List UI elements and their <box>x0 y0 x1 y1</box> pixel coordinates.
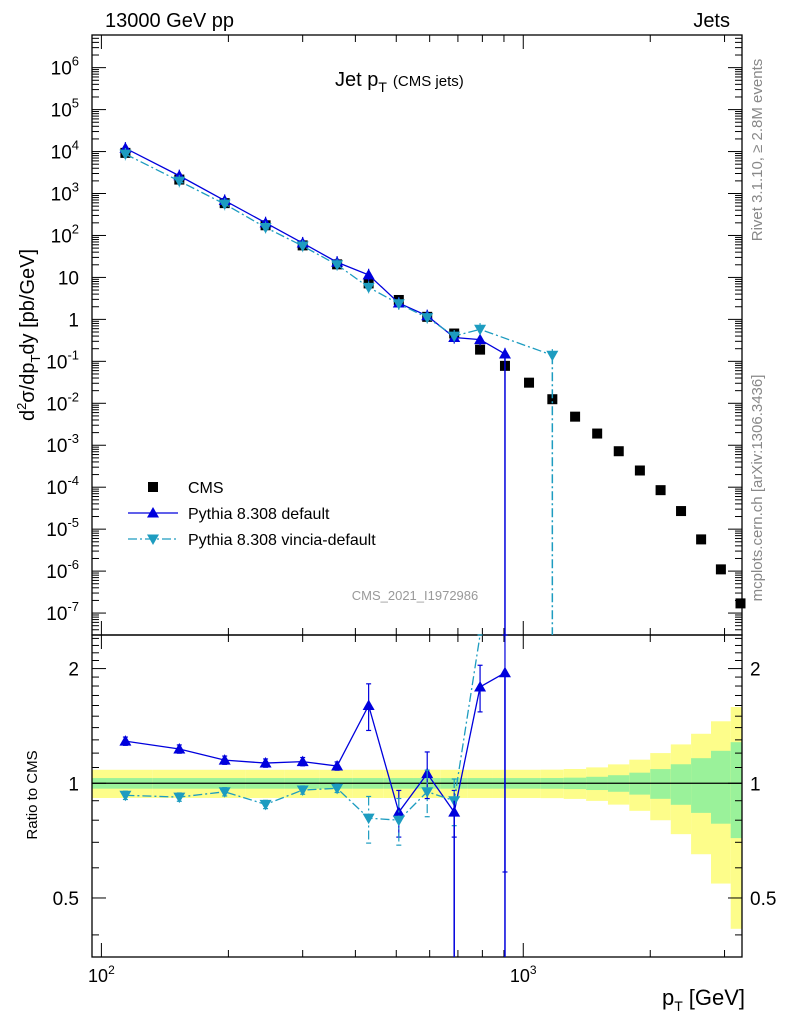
main-y-tick-label: 10 <box>58 268 79 289</box>
band-green <box>711 750 731 824</box>
ratio-default-point <box>331 760 344 771</box>
ratio-default-point <box>218 754 231 765</box>
ratio-y-tick-label: 1 <box>68 774 79 795</box>
cms-data-point <box>715 564 726 575</box>
pythia-vincia-point <box>392 299 405 310</box>
band-green <box>650 769 671 799</box>
x-tick-label: 102 <box>88 963 115 986</box>
pythia-vincia-point <box>421 313 434 324</box>
ratio-vincia-point <box>259 799 272 811</box>
main-y-tick-label: 10-7 <box>46 599 79 625</box>
pythia-vincia-point <box>173 176 186 188</box>
ratio-y-tick-label: 2 <box>750 660 761 681</box>
main-y-tick-label: 10-4 <box>46 473 79 499</box>
band-green <box>670 764 692 805</box>
cms-data-point <box>735 598 746 609</box>
main-y-tick-label: 104 <box>51 138 79 164</box>
band-green <box>691 758 712 813</box>
ratio-vincia-point <box>362 813 375 825</box>
pythia-vincia-point <box>296 241 309 253</box>
main-y-tick-label: 10-3 <box>46 431 79 457</box>
band-green <box>730 742 742 839</box>
ratio-vincia-point <box>296 785 309 797</box>
cms-data-point <box>475 344 486 355</box>
plot-title: Jet pT (CMS jets) <box>335 69 464 95</box>
ratio-plot-data <box>119 634 511 957</box>
pythia-default-point <box>474 333 487 345</box>
main-y-axis-label: d2σ/dpTdy [pb/GeV] <box>14 249 43 421</box>
ratio-default-point <box>173 743 186 754</box>
cms-data-point <box>634 465 645 476</box>
pythia-vincia-point <box>362 282 375 294</box>
pythia-default-point <box>498 347 511 359</box>
legend-marker <box>147 507 159 518</box>
legend-label: CMS <box>188 480 224 497</box>
ratio-uncertainty-bands <box>92 707 742 929</box>
ratio-axis-ticks: 102 103 0.5 0.5 1 1 2 2 <box>53 635 776 986</box>
main-y-tick-label: 106 <box>51 54 79 80</box>
cms-data-point <box>613 446 624 457</box>
ratio-vincia-point <box>392 815 405 827</box>
header-left-label: 13000 GeV pp <box>105 10 234 32</box>
cms-data-point <box>592 428 603 439</box>
main-y-tick-label: 10-6 <box>46 557 79 583</box>
legend-marker <box>147 534 159 545</box>
analysis-watermark: CMS_2021_I1972986 <box>352 588 479 603</box>
main-y-tick-label: 102 <box>51 221 79 247</box>
source-label: mcplots.cern.ch [arXiv:1306.3436] <box>749 375 766 602</box>
ratio-default-point <box>498 666 511 678</box>
ratio-vincia-point <box>218 787 231 798</box>
pythia-default-point <box>362 268 375 280</box>
legend-label: Pythia 8.308 vincia-default <box>188 532 376 549</box>
ratio-vincia-point <box>331 783 344 795</box>
x-tick-label: 103 <box>510 963 537 986</box>
cms-data-point <box>524 377 535 388</box>
pythia-vincia-line <box>125 153 553 356</box>
legend: CMS Pythia 8.308 default Pythia 8.308 vinc… <box>128 480 376 549</box>
ratio-default-point <box>119 735 132 746</box>
pythia-vincia-point <box>448 331 461 343</box>
ratio-default-point <box>474 680 487 692</box>
main-y-tick-label: 103 <box>51 180 79 206</box>
pythia-default-line <box>125 147 506 355</box>
ratio-default-line <box>125 672 506 814</box>
pythia-vincia-point <box>119 149 132 161</box>
main-y-tick-label: 10-2 <box>46 389 79 415</box>
main-y-tick-label: 1 <box>68 310 79 331</box>
cms-data-point <box>547 394 558 405</box>
cms-data-point <box>570 411 581 422</box>
cms-data-point <box>655 485 666 496</box>
pythia-vincia-point <box>331 260 344 271</box>
main-y-tick-label: 10-5 <box>46 515 79 541</box>
pythia-vincia-point <box>259 222 272 234</box>
main-axis-ticks: 10-7 10-6 10-5 10-4 10-3 10-2 10-1 1 10 102 103 104… <box>46 34 742 636</box>
ratio-y-axis-label: Ratio to CMS <box>24 750 41 839</box>
header-right-label: Jets <box>693 10 730 32</box>
pythia-vincia-point <box>218 199 231 211</box>
main-y-tick-label: 10-1 <box>46 347 79 373</box>
ratio-y-tick-label: 0.5 <box>750 889 776 910</box>
legend-marker <box>148 482 158 492</box>
ratio-vincia-point <box>119 790 132 802</box>
cms-data-point <box>696 534 707 545</box>
ratio-plot-frame <box>91 634 743 958</box>
ratio-y-tick-label: 1 <box>750 774 761 795</box>
ratio-y-tick-label: 0.5 <box>53 889 79 910</box>
cms-data-point <box>676 506 687 517</box>
ratio-default-point <box>259 757 272 768</box>
main-y-tick-label: 105 <box>51 96 79 122</box>
pythia-vincia-point <box>474 324 487 336</box>
x-axis-label: pT [GeV] <box>662 985 745 1014</box>
ratio-vincia-point <box>173 792 186 804</box>
ratio-y-tick-label: 2 <box>68 660 79 681</box>
ratio-default-point <box>362 699 375 711</box>
rivet-version-label: Rivet 3.1.10, ≥ 2.8M events <box>749 59 766 242</box>
ratio-default-point <box>296 755 309 767</box>
ratio-vincia-point <box>421 787 434 798</box>
legend-label: Pythia 8.308 default <box>188 506 330 523</box>
main-plot-data <box>119 142 746 635</box>
